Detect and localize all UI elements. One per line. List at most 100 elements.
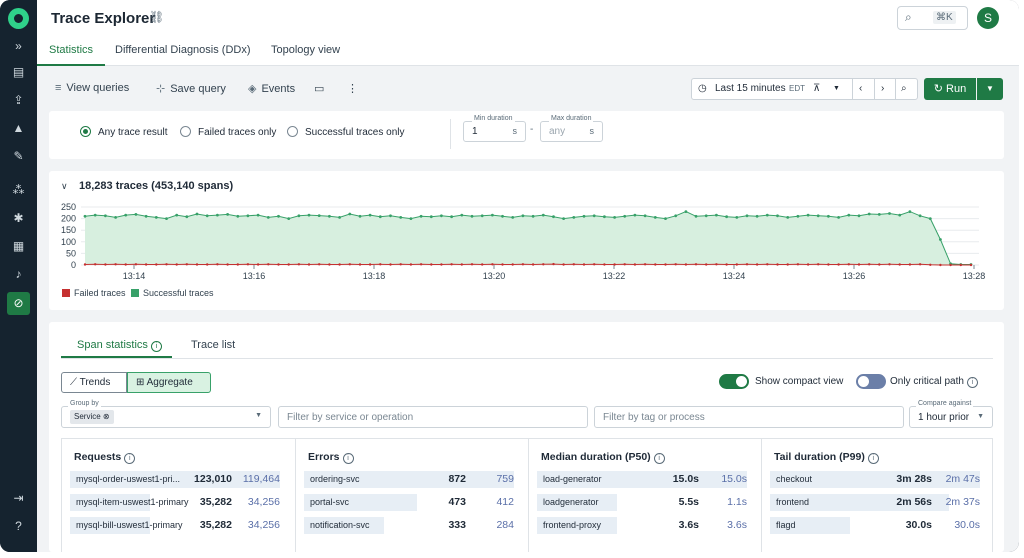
tab-topology[interactable]: Topology view (271, 44, 341, 56)
y-tick-label: 150 (61, 225, 76, 235)
stat-row[interactable]: mysql-item-uswest1-primary 35,282 34,256 (70, 494, 280, 511)
tab-ddx[interactable]: Differential Diagnosis (DDx) (115, 44, 251, 56)
successful-point (827, 214, 830, 218)
time-dropdown-icon[interactable]: ▼ (833, 85, 840, 92)
critical-path-toggle[interactable] (856, 374, 886, 389)
book-icon[interactable]: ▤ (12, 65, 25, 79)
failed-point (256, 263, 260, 266)
divider (450, 119, 451, 149)
logout-icon[interactable]: ⇥ (13, 491, 24, 505)
help-icon[interactable]: ? (15, 519, 22, 533)
successful-point (195, 212, 199, 216)
compare-against-select[interactable]: Compare against 1 hour prior ▼ (909, 400, 993, 428)
legend-successful[interactable]: Successful traces (131, 288, 214, 298)
failed-point (450, 263, 453, 266)
tab-statistics[interactable]: Statistics (49, 44, 94, 56)
stat-row[interactable]: flagd 30.0s 30.0s (770, 517, 980, 534)
radio-failed-traces[interactable]: Failed traces only (180, 126, 276, 138)
successful-point (399, 216, 403, 219)
group-by-select[interactable]: Group by Service ⊗ ▼ (61, 400, 271, 428)
failed-point (715, 263, 718, 266)
stat-row[interactable]: mysql-order-uswest1-pri... 123,010 119,464 (70, 471, 280, 488)
stat-row-name: mysql-item-uswest1-primary (76, 497, 189, 507)
time-next-icon[interactable]: › (881, 83, 885, 94)
global-search[interactable]: ⌕ ⌘K (897, 6, 968, 30)
successful-point (643, 214, 647, 218)
chevron-down-icon: ▼ (255, 412, 262, 419)
compass-icon[interactable]: ⊘ (7, 292, 30, 315)
min-duration-input[interactable]: Min duration 1 s (463, 115, 526, 142)
stat-row[interactable]: frontend-proxy 3.6s 3.6s (537, 517, 747, 534)
failed-point (959, 263, 962, 267)
radio-successful-traces[interactable]: Successful traces only (287, 126, 405, 138)
successful-point (470, 214, 474, 218)
more-icon[interactable]: ⋮ (347, 83, 358, 95)
stat-row[interactable]: mysql-bill-uswest1-primary 35,282 34,256 (70, 517, 280, 534)
stat-row[interactable]: frontend 2m 56s 2m 37s (770, 494, 980, 511)
tab-trace-list[interactable]: Trace list (191, 339, 236, 351)
stat-row-compare-value: 34,256 (247, 496, 280, 508)
radio-dot (80, 126, 91, 137)
save-query-button[interactable]: ⊹ Save query (156, 82, 226, 95)
stat-row-bar (537, 494, 617, 511)
chip-close-icon[interactable]: ⊗ (102, 412, 110, 421)
events-button[interactable]: ◈ Events (248, 82, 295, 95)
info-icon: i (150, 341, 162, 352)
max-duration-input[interactable]: Max duration any s (540, 115, 603, 142)
services-icon[interactable]: ⁂ (12, 183, 25, 197)
stat-row-value: 30.0s (905, 519, 932, 531)
divider (852, 79, 853, 99)
wrench-icon[interactable]: ✎ (13, 149, 24, 163)
trends-button[interactable]: ⟋ Trends (61, 372, 127, 393)
info-icon[interactable]: i (867, 453, 879, 464)
time-range-picker[interactable]: ◷ Last 15 minutes EDT ⊼ ▼ ‹ › ⌕ (691, 78, 918, 100)
failed-point (531, 263, 535, 266)
stat-column-title-text: Median duration (P50) (541, 451, 651, 463)
stat-row[interactable]: ordering-svc 872 759 (304, 471, 514, 488)
radio-dot (287, 126, 298, 137)
info-icon[interactable]: i (124, 453, 136, 464)
logo-icon[interactable] (8, 8, 29, 29)
toggle-knob (736, 376, 747, 387)
compact-view-toggle[interactable] (719, 374, 749, 389)
filter-tag-input[interactable]: Filter by tag or process (594, 406, 904, 428)
min-duration-value: 1 (472, 126, 478, 137)
successful-point (429, 215, 433, 219)
stat-row-compare-value: 119,464 (242, 473, 280, 485)
filter-service-input[interactable]: Filter by service or operation (278, 406, 588, 428)
stat-row[interactable]: load-generator 15.0s 15.0s (537, 471, 747, 488)
avatar[interactable]: S (977, 7, 999, 29)
zoom-icon[interactable]: ⌕ (901, 83, 907, 94)
stat-row[interactable]: portal-svc 473 412 (304, 494, 514, 511)
time-prev-icon[interactable]: ‹ (859, 83, 863, 94)
successful-point (562, 217, 565, 220)
failed-point (470, 263, 474, 266)
failed-point (409, 263, 413, 266)
stat-row[interactable]: loadgenerator 5.5s 1.1s (537, 494, 747, 511)
chevrons-right-icon[interactable]: » (15, 39, 22, 53)
pin-icon[interactable]: ⊼ (813, 83, 821, 94)
book-open-icon[interactable]: ▭ (314, 83, 325, 95)
stat-row[interactable]: notification-svc 333 284 (304, 517, 514, 534)
tab-span-statistics[interactable]: Span statistics i (77, 339, 162, 352)
link-icon[interactable]: ⛓ (149, 10, 165, 24)
stat-row[interactable]: checkout 3m 28s 2m 47s (770, 471, 980, 488)
collapse-chevron-icon[interactable]: ∨ (61, 181, 68, 191)
dashboard-icon[interactable]: ▦ (12, 239, 25, 253)
aggregate-button[interactable]: ⊞ Aggregate (127, 372, 211, 393)
view-queries-button[interactable]: ≡ View queries (55, 82, 129, 94)
info-icon[interactable]: i (653, 453, 665, 464)
list-icon: ≡ (55, 82, 62, 94)
deploy-icon[interactable]: ⇪ (13, 93, 24, 107)
legend-failed[interactable]: Failed traces (62, 288, 126, 298)
network-icon[interactable]: ✱ (13, 211, 24, 225)
run-dropdown-icon[interactable]: ▼ (977, 78, 1003, 100)
run-button[interactable]: ↻ Run (924, 78, 976, 100)
stat-row-name: frontend-proxy (543, 520, 602, 530)
stat-row-name: ordering-svc (310, 474, 360, 484)
layers-icon[interactable]: ▲ (12, 121, 25, 135)
successful-point (358, 214, 362, 218)
info-icon[interactable]: i (342, 453, 354, 464)
radio-any-trace[interactable]: Any trace result (80, 126, 167, 138)
bell-icon[interactable]: ♪ (15, 267, 22, 281)
